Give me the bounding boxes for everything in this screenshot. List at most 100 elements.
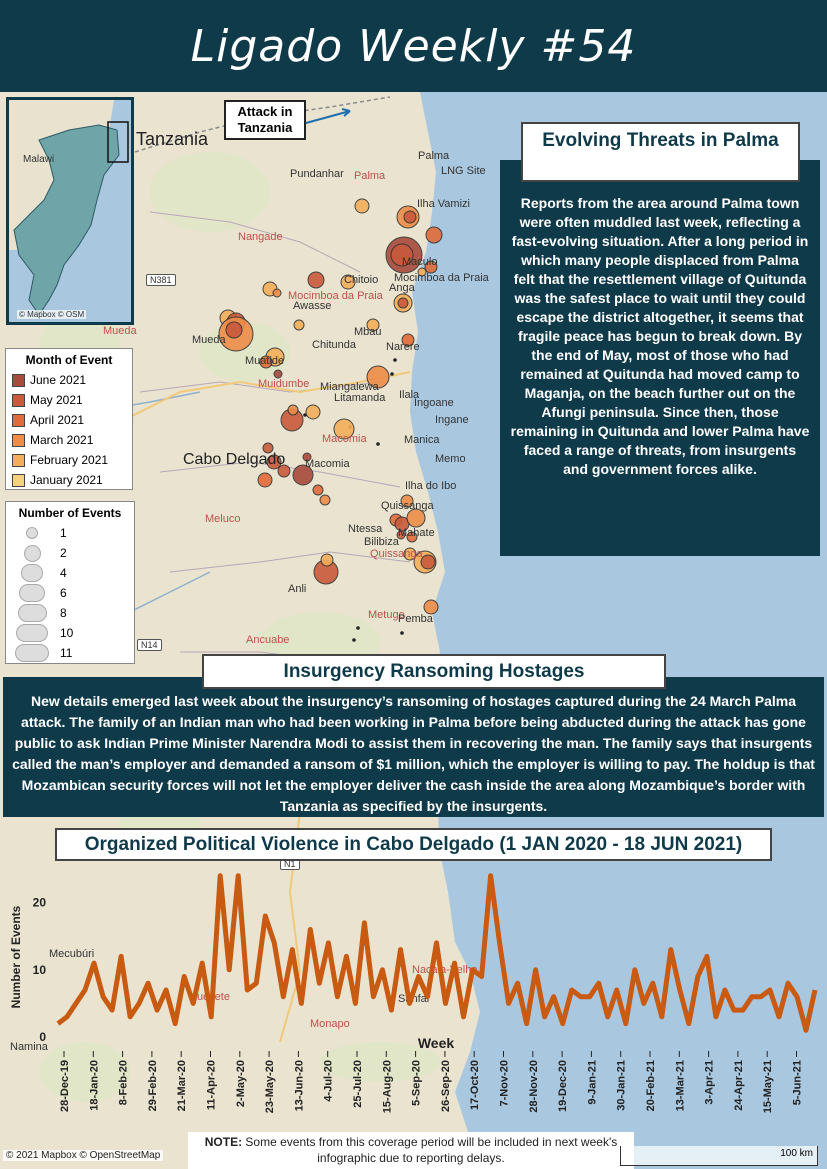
event-circle[interactable] [259,355,273,369]
event-circle[interactable] [424,260,438,274]
x-tick-label: 7-Nov-20 [499,1060,511,1106]
x-tick-label: 30-Jan-21 [616,1060,628,1111]
legend-month-label: April 2021 [30,413,85,427]
legend-month: Month of Event June 2021 May 2021 April 20… [5,348,133,490]
place-label: Pemba [398,613,433,625]
event-circle[interactable] [423,599,439,615]
legend-size-circle [16,624,48,642]
event-circle[interactable] [272,288,282,298]
event-circle[interactable] [354,198,370,214]
legend-size-label: 11 [60,646,73,660]
event-circle[interactable] [400,494,414,508]
x-tick-label: 13-Jun-20 [293,1060,305,1111]
event-circle[interactable] [293,319,305,331]
x-tick-label: 21-Mar-20 [176,1060,188,1111]
legend-size-circle [21,564,43,582]
event-circle[interactable] [406,531,418,543]
event-circle[interactable] [266,454,282,470]
legend-month-item: May 2021 [12,390,126,410]
svg-text:Malawi: Malawi [23,154,54,165]
place-label: Palma [354,170,386,182]
x-tick-label: 19-Dec-20 [557,1060,569,1112]
x-tick-label: 28-Dec-19 [59,1060,71,1112]
legend-swatch [12,473,25,487]
legend-swatch [12,413,25,427]
place-label: Mueda [103,325,137,337]
x-tick-label: 17-Oct-20 [469,1060,481,1110]
x-tick-label: 11-Apr-20 [206,1060,218,1110]
threats-panel: Reports from the area around Palma town … [500,160,820,556]
place-label: Quissanga [381,500,434,512]
hostages-title: Insurgency Ransoming Hostages [202,654,666,689]
place-label: Mecubúri [49,948,95,960]
place-label: Nangade [238,231,283,243]
event-circle[interactable] [225,321,243,339]
event-circle[interactable] [307,271,325,289]
event-circle[interactable] [312,484,324,496]
place-label: Manica [404,434,440,446]
x-tick-label: 29-Feb-20 [147,1060,159,1111]
legend-size-item: 11 [12,643,128,663]
place-label: Mbau [354,326,382,338]
legend-size-item: 4 [12,563,128,583]
event-circle[interactable] [420,554,436,570]
event-circle[interactable] [287,404,299,416]
event-circle[interactable] [406,508,426,528]
event-circle[interactable] [390,243,414,267]
legend-size-label: 6 [60,586,67,600]
event-circle[interactable] [302,452,312,462]
legend-size-label: 2 [60,546,67,560]
road-shield: N14 [137,639,162,651]
event-circle[interactable] [319,494,331,506]
event-circle[interactable] [425,226,443,244]
x-tick-label: 5-Sep-20 [411,1060,423,1106]
event-circle[interactable] [366,318,380,332]
legend-size: Number of Events 1 2 4 6 8 10 11 [5,501,135,664]
series-line [56,873,818,1033]
event-circle[interactable] [401,333,415,347]
legend-swatch [12,453,25,467]
place-label: Cabo Delgado [183,451,286,468]
event-circle[interactable] [403,547,417,561]
legend-swatch [12,373,25,387]
place-label: Ingane [435,414,469,426]
legend-size-circle [23,544,41,562]
legend-month-item: January 2021 [12,470,126,490]
event-circle[interactable] [257,472,273,488]
event-circle[interactable] [262,442,274,454]
event-circle[interactable] [396,530,406,540]
place-label: Mueda [192,334,226,346]
threats-body: Reports from the area around Palma town … [510,195,810,477]
event-circle[interactable] [366,365,390,389]
event-circle[interactable] [273,369,283,379]
event-circle[interactable] [292,464,314,486]
x-tick-label: 15-Aug-20 [381,1060,393,1113]
x-tick-label: 18-Jan-20 [88,1060,100,1111]
event-circle[interactable] [305,404,321,420]
y-tick-label: 0 [39,1030,46,1044]
event-circle[interactable] [333,418,355,440]
hostages-panel: New details emerged last week about the … [3,677,824,817]
event-circle[interactable] [277,464,291,478]
legend-month-item: June 2021 [12,370,126,390]
event-circle[interactable] [417,267,427,277]
legend-size-label: 8 [60,606,67,620]
legend-size-circle [15,644,49,662]
event-circle[interactable] [403,210,417,224]
x-tick-label: 24-Apr-21 [733,1060,745,1111]
legend-month-item: March 2021 [12,430,126,450]
place-label: Namina [10,1041,48,1053]
x-tick-label: 20-Feb-21 [645,1060,657,1111]
event-circle[interactable] [340,274,356,290]
legend-month-label: June 2021 [30,373,87,387]
x-tick-label: 9-Jan-21 [586,1060,598,1105]
x-tick-label: 4-Jul-20 [323,1060,335,1102]
x-tick-label: 8-Feb-20 [118,1060,130,1105]
legend-size-circle [17,604,47,622]
map-credit[interactable]: © 2021 Mapbox © OpenStreetMap [3,1150,164,1161]
event-circle[interactable] [397,297,409,309]
legend-size-item: 10 [12,623,128,643]
place-label: Mahate [398,527,435,539]
event-circle[interactable] [320,553,334,567]
y-tick-label: 10 [33,963,47,977]
